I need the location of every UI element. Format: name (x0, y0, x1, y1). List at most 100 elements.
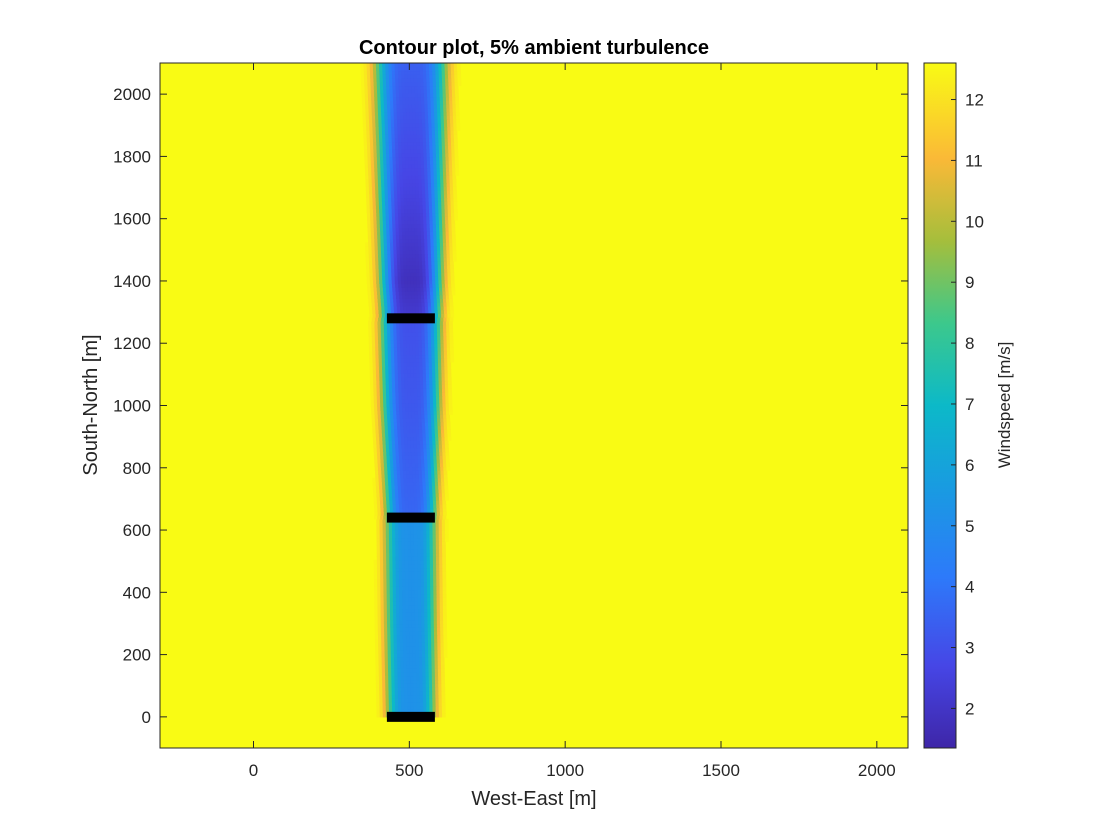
wake-cell (406, 660, 411, 666)
wake-cell (449, 178, 454, 184)
wake-cell (376, 384, 381, 389)
wake-cell (444, 440, 449, 445)
wake-cell (371, 335, 376, 341)
wake-cell (420, 586, 425, 591)
wake-cell (435, 391, 440, 397)
wake-cell (429, 701, 434, 707)
wake-cell (379, 701, 384, 707)
wake-cell (452, 104, 457, 109)
wake-cell (396, 642, 401, 647)
wake-cell (421, 171, 425, 176)
wake-cell (413, 380, 418, 385)
wake-cell (379, 530, 384, 535)
wake-cell (391, 201, 396, 206)
wake-cell (441, 70, 446, 75)
wake-cell (385, 701, 390, 707)
wake-cell (377, 89, 381, 94)
wake-cell (440, 343, 445, 348)
wake-cell (423, 586, 428, 591)
wake-cell (418, 242, 422, 247)
wake-cell (396, 417, 401, 423)
wake-cell (412, 193, 417, 199)
wake-cell (423, 74, 427, 79)
wake-cell (405, 332, 410, 337)
wake-cell (444, 66, 449, 72)
wake-cell (390, 470, 395, 475)
wake-cell (376, 701, 381, 707)
wake-cell (427, 92, 431, 98)
wake-cell (446, 178, 451, 184)
wake-cell (439, 152, 443, 158)
wake-cell (414, 571, 419, 576)
wake-cell (405, 160, 409, 165)
wake-cell (370, 399, 375, 404)
wake-cell (432, 145, 437, 150)
wake-cell (378, 261, 383, 266)
wake-cell (401, 526, 406, 531)
wake-cell (368, 115, 373, 120)
wake-cell (386, 604, 391, 610)
wake-cell (431, 425, 436, 430)
wake-cell (443, 630, 448, 636)
wake-cell (388, 358, 392, 363)
wake-cell (394, 208, 399, 214)
wake-cell (429, 705, 434, 710)
wake-cell (432, 208, 436, 214)
wake-cell (431, 675, 436, 681)
wake-cell (387, 186, 392, 191)
wake-cell (404, 541, 409, 546)
wake-cell (448, 152, 453, 158)
wake-cell (438, 384, 443, 389)
wake-cell (368, 317, 373, 322)
wake-cell (399, 459, 403, 464)
wake-cell (409, 257, 414, 262)
wake-cell (441, 212, 446, 217)
wake-cell (394, 130, 399, 135)
wake-cell (374, 238, 378, 243)
wake-cell (409, 421, 414, 427)
wake-cell (433, 249, 438, 255)
wake-cell (434, 361, 439, 367)
wake-cell (371, 410, 375, 415)
wake-cell (400, 436, 405, 441)
wake-cell (425, 190, 429, 195)
wake-cell (432, 216, 437, 221)
wake-cell (401, 403, 406, 408)
wake-cell (413, 533, 418, 539)
wake-cell (391, 672, 395, 677)
wake-cell (371, 100, 376, 105)
wake-cell (402, 410, 407, 415)
wake-cell (395, 701, 399, 707)
wake-cell (423, 148, 428, 154)
wake-cell (428, 481, 433, 486)
wake-cell (410, 709, 415, 714)
wake-cell (415, 253, 420, 258)
wake-cell (369, 350, 373, 356)
wake-cell (440, 261, 445, 266)
wake-cell (380, 246, 385, 251)
wake-cell (405, 92, 409, 98)
wake-cell (376, 526, 381, 531)
wake-cell (401, 698, 405, 703)
wake-cell (409, 339, 413, 344)
wake-cell (400, 649, 404, 654)
wake-cell (448, 290, 453, 296)
wake-cell (449, 238, 453, 243)
wake-cell (365, 186, 370, 191)
wake-cell (397, 66, 402, 72)
wake-cell (386, 578, 391, 583)
wake-cell (438, 388, 443, 393)
wake-cell (397, 653, 401, 658)
wake-cell (384, 126, 389, 131)
wake-cell (421, 630, 426, 636)
wake-cell (410, 204, 414, 210)
wake-cell (393, 175, 398, 180)
wake-cell (373, 219, 378, 225)
wake-cell (439, 89, 444, 94)
wake-cell (396, 302, 401, 307)
wake-cell (392, 163, 397, 169)
wake-cell (415, 638, 420, 643)
wake-cell (393, 249, 398, 255)
wake-cell (392, 388, 396, 393)
wake-cell (386, 395, 390, 400)
